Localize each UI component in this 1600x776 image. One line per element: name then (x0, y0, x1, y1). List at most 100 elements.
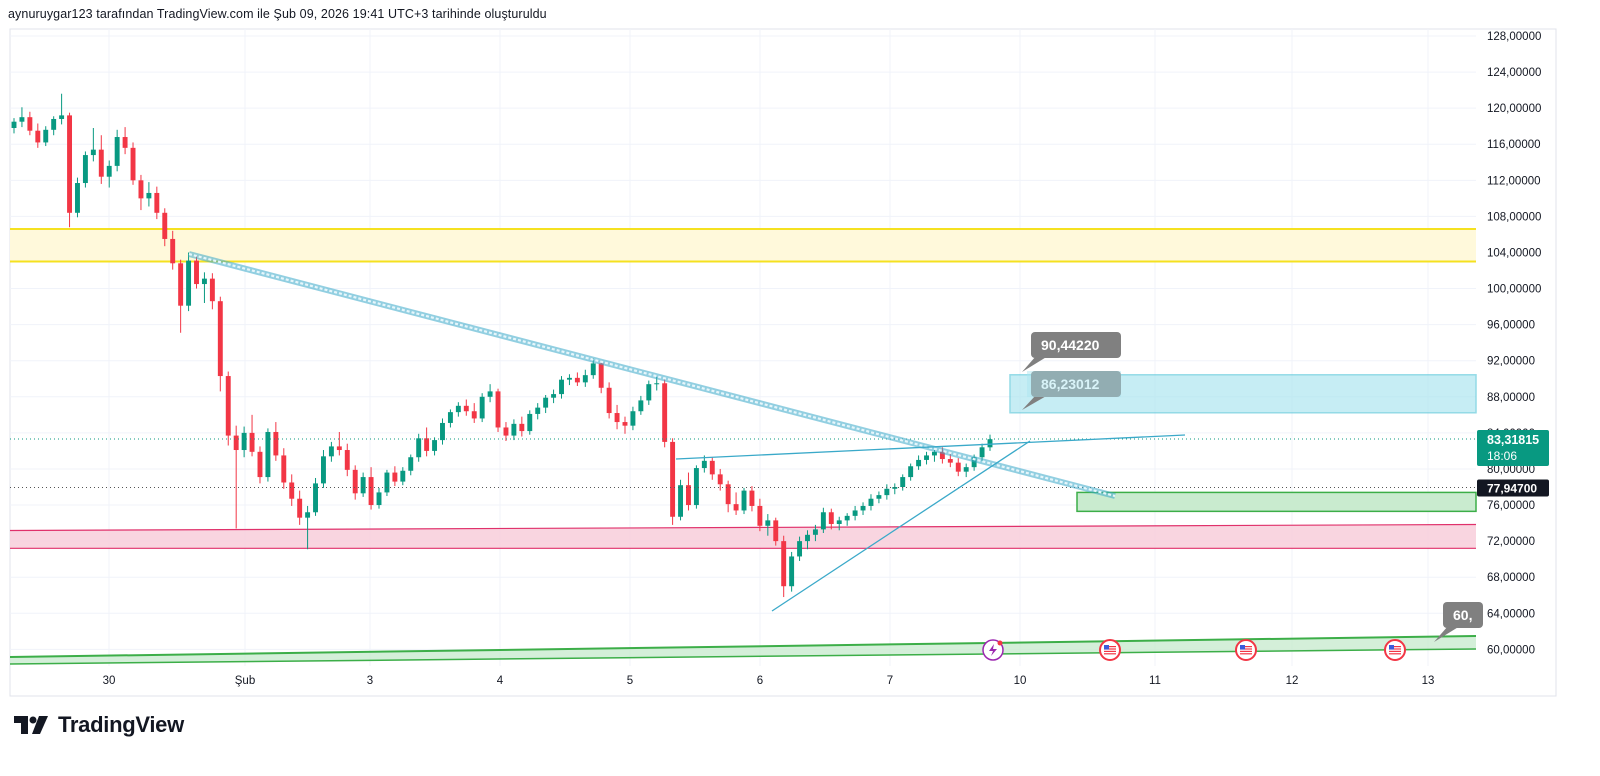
candle-body (114, 137, 120, 166)
candle-body (447, 412, 453, 423)
zones (9, 228, 1477, 665)
current-price-label-bg (1477, 430, 1549, 467)
drawings (10, 251, 1476, 661)
candle-body (233, 435, 239, 451)
candle-body (868, 498, 874, 506)
green-channel-top-line (9, 635, 1477, 658)
flag-event-circle (1235, 639, 1257, 661)
candle-body (392, 472, 398, 482)
candle-body (336, 446, 342, 451)
us-flag-event-icon (1235, 639, 1257, 661)
candle-body (908, 466, 914, 478)
flag-stripe (1104, 650, 1116, 652)
candle-body (638, 400, 644, 412)
us-flag-event-icon (1384, 639, 1406, 661)
callout-60: 60, (1434, 602, 1483, 642)
candle-body (440, 422, 445, 441)
candle-body (503, 427, 509, 436)
candle-body (43, 129, 49, 143)
candle-body (225, 376, 231, 436)
candle-body (328, 446, 334, 457)
y-tick-label: 128,00000 (1487, 31, 1541, 43)
y-tick-label: 92,00000 (1487, 356, 1535, 368)
bar-countdown: 18:06 (1487, 449, 1517, 463)
candle-body (844, 515, 850, 521)
current-price-label: 83,31815 18:06 (1477, 430, 1549, 467)
candle-body (146, 192, 152, 199)
tradingview-logo[interactable]: TradingView (14, 712, 184, 738)
candle-body (805, 534, 810, 542)
candle-body (19, 117, 25, 122)
chart-frame (9, 28, 1557, 697)
candle-body (344, 450, 350, 470)
candle-body (368, 477, 374, 506)
candle-body (662, 383, 668, 442)
x-tick-label: 13 (1422, 675, 1435, 687)
candle-body (916, 459, 922, 467)
us-flag-event-icon (1099, 639, 1121, 661)
callout-86-23012: 86,23012 (1022, 371, 1121, 410)
flag-stripe (1240, 653, 1252, 655)
flag-stripe (1240, 646, 1252, 648)
candle-body (471, 411, 477, 419)
price-labels: 90,44220 86,23012 60, 83,31815 18:06 77,94700 (1022, 332, 1549, 642)
x-tick-label: 30 (103, 675, 116, 687)
callout-text: 90,44220 (1041, 337, 1100, 353)
lightning-glyph (989, 644, 997, 656)
candle-body (360, 477, 366, 494)
candle-body (654, 383, 660, 385)
candle-body (281, 455, 287, 483)
candle-body (67, 115, 73, 213)
callout-tint-overlay (1027, 371, 1121, 397)
x-tick-label: 3 (367, 675, 373, 687)
candle-body (709, 460, 715, 475)
candle-body (551, 394, 557, 398)
flag-event-circle (1099, 639, 1121, 661)
candle-body (717, 474, 723, 485)
candle-body (313, 483, 318, 513)
descending-trendline-inner (188, 252, 1116, 498)
candle-body (217, 301, 223, 377)
pink-zone-top-line (9, 523, 1477, 532)
tradingview-logo-icon (14, 716, 48, 734)
candle-body (725, 484, 731, 505)
candle-body (257, 451, 263, 478)
candle-body (670, 441, 676, 517)
chart-caption: aynuruygar123 tarafından TradingView.com… (8, 7, 547, 21)
candle-body (622, 422, 628, 426)
event-dot (997, 640, 1003, 646)
candle-body (606, 387, 612, 414)
candle-body (265, 431, 271, 478)
candle-body (876, 495, 882, 499)
candle-body (836, 520, 842, 524)
candle-body (130, 147, 136, 181)
candle-body (98, 149, 104, 177)
candle-body (646, 384, 652, 401)
rising-trendline (771, 440, 1031, 612)
flag-stripe (1104, 648, 1116, 650)
candle-body (955, 462, 961, 472)
candle-body (590, 363, 596, 376)
green-channel-bottom-line (9, 648, 1477, 665)
candle-body (511, 423, 517, 436)
candle-body (979, 447, 985, 458)
candle-body (614, 413, 620, 423)
candle-body (939, 451, 945, 460)
candle-body (384, 472, 390, 493)
candle-body (686, 485, 691, 506)
candle-body (82, 155, 88, 184)
candle-body (701, 460, 707, 469)
callout-box (1031, 332, 1121, 358)
candle-body (463, 405, 469, 412)
candle-body (241, 432, 247, 451)
candle-body (852, 510, 858, 516)
candle-body (106, 165, 112, 177)
descending-trendline (188, 251, 1116, 499)
callout-90-44220: 90,44220 (1022, 332, 1121, 372)
y-tick-label: 112,00000 (1487, 175, 1541, 187)
candle-body (432, 440, 438, 451)
candle-body (931, 451, 937, 456)
candle-body (75, 183, 80, 213)
y-tick-label: 80,00000 (1487, 464, 1535, 476)
